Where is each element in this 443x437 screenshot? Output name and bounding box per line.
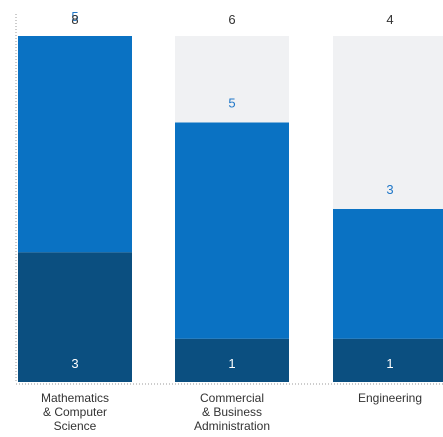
category-label: & Computer	[43, 405, 107, 419]
bar-value-label: 5	[71, 9, 78, 24]
category-label: Engineering	[358, 391, 422, 405]
bar-segment	[175, 338, 289, 382]
category-label: & Business	[202, 405, 262, 419]
bar-segment	[175, 122, 289, 339]
bar-segment	[18, 252, 132, 382]
category-label: Commercial	[200, 391, 264, 405]
category-label: Mathematics	[41, 391, 109, 405]
category-label: Science	[54, 419, 97, 433]
bar-total-label: 8	[71, 12, 78, 27]
bar-value-label: 3	[71, 356, 78, 371]
bar-value-label: 5	[228, 96, 235, 111]
bar-segment	[333, 338, 443, 382]
bar-value-label: 3	[386, 182, 393, 197]
bar-total-label: 4	[386, 12, 393, 27]
bar-segment	[18, 36, 132, 253]
bar-value-label: 1	[228, 356, 235, 371]
bar-total-label: 6	[228, 12, 235, 27]
bar-value-label: 1	[386, 356, 393, 371]
bar-segment	[333, 209, 443, 339]
category-label: Administration	[194, 419, 270, 433]
